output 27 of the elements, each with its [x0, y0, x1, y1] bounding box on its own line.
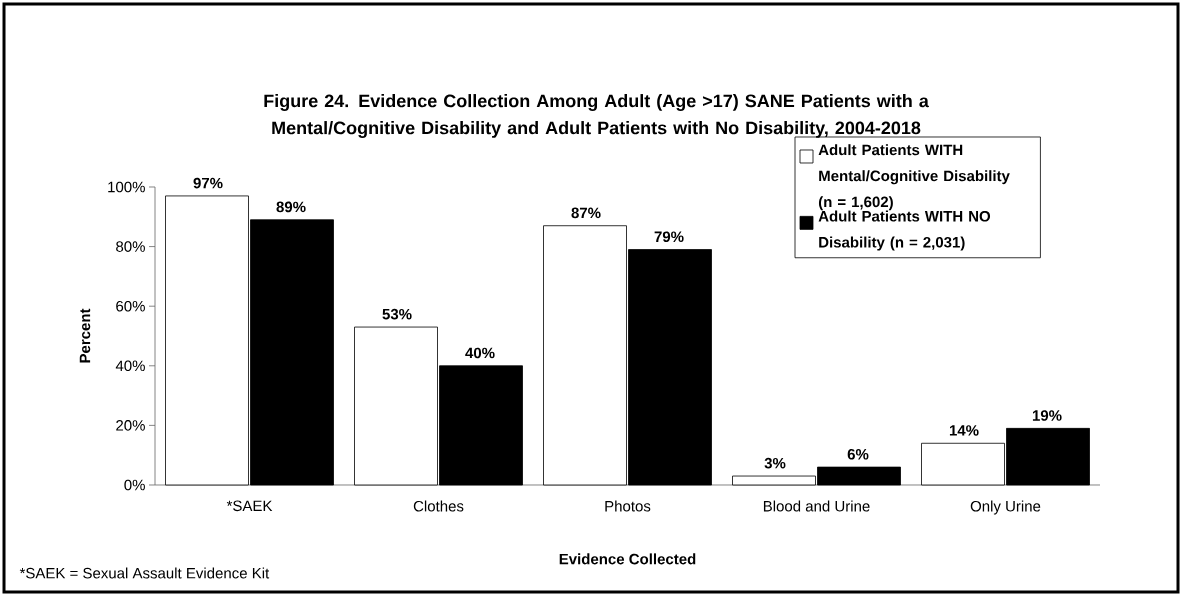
data-label: 53%	[382, 308, 412, 320]
chart-title: Figure 24. Evidence Collection Among Adult (Age >17) SANE Patients with a Mental/Cognitive Disability and Adult Patients with No Disability, 2004-2018	[264, 94, 929, 138]
x-axis-title: Evidence Collected	[559, 553, 696, 565]
x-tick-label: *SAEK	[226, 500, 273, 512]
data-label: 6%	[847, 448, 869, 460]
data-label: 79%	[654, 231, 684, 243]
x-tick-label: Clothes	[413, 500, 464, 512]
y-tick-label: 80%	[116, 241, 145, 252]
data-label: 14%	[949, 425, 979, 436]
data-label: 97%	[193, 177, 223, 189]
legend-label: Adult Patients WITH Mental/Cognitive Disability (n = 1,602)	[818, 144, 1010, 211]
data-label: 19%	[1032, 410, 1062, 421]
data-label: 87%	[571, 207, 601, 219]
data-label: 3%	[764, 457, 786, 469]
x-tick-label: Photos	[605, 500, 651, 512]
y-tick-label: 100%	[108, 181, 145, 193]
data-label: 40%	[465, 347, 495, 359]
text: *SAEK = Sexual Assault Evidence Kit	[19, 567, 270, 579]
x-tick-label: Blood and Urine	[763, 500, 870, 512]
data-label: 89%	[276, 201, 306, 213]
y-axis-title: Percent	[79, 308, 91, 363]
y-tick-label: 60%	[116, 300, 145, 312]
legend-label: Adult Patients WITH NO Disability (n = 2,031)	[818, 210, 991, 251]
x-tick-label: Only Urine	[970, 500, 1041, 515]
y-tick-label: 20%	[116, 420, 145, 431]
y-tick-label: 40%	[115, 360, 145, 372]
y-tick-label: 0%	[124, 479, 145, 491]
